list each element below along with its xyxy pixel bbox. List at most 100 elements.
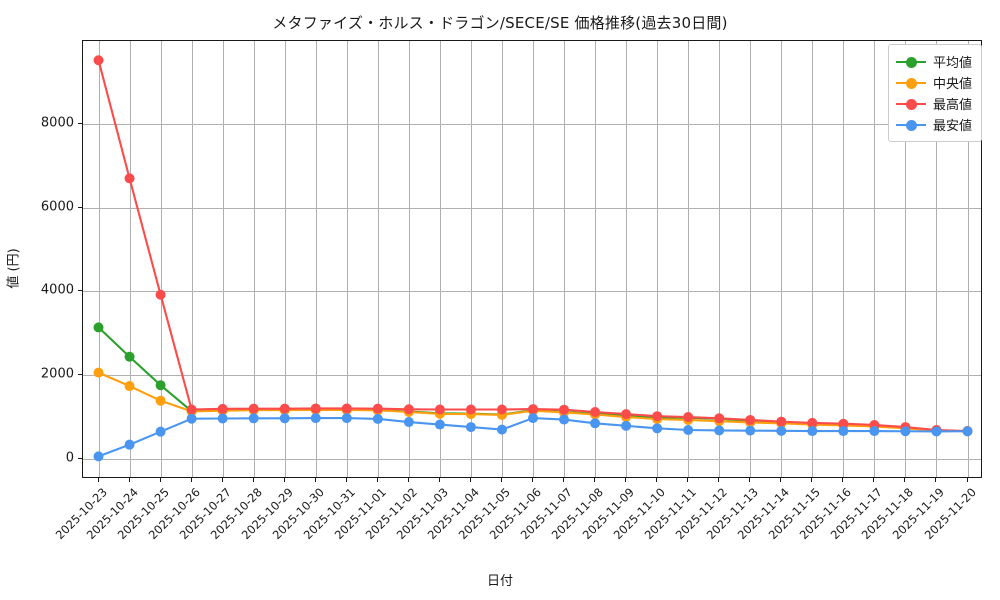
data-point-marker: [248, 413, 259, 424]
data-point-marker: [310, 403, 321, 414]
x-tick-mark-14: [532, 478, 533, 482]
gridline-x-28: [967, 41, 969, 477]
data-point-marker: [341, 413, 352, 424]
x-tick-mark-22: [780, 478, 782, 482]
gridline-y-1: [83, 375, 981, 377]
data-point-marker: [124, 173, 135, 184]
data-point-marker: [838, 418, 849, 429]
gridline-x-3: [191, 41, 193, 477]
gridline-x-26: [905, 41, 907, 477]
x-axis-label: 日付: [486, 574, 513, 589]
legend-swatch-icon: [895, 97, 926, 111]
y-tick-label-2: 4000: [40, 282, 74, 298]
chart-legend: 平均値中央値最高値最安値: [887, 44, 982, 142]
data-point-marker: [776, 416, 787, 427]
gridline-x-7: [315, 41, 317, 477]
data-point-marker: [652, 423, 663, 434]
gridline-x-20: [719, 41, 721, 477]
gridline-x-1: [129, 41, 131, 477]
y-tick-mark-3: [78, 206, 82, 208]
data-point-marker: [465, 404, 476, 415]
gridline-x-12: [470, 41, 472, 477]
x-tick-mark-17: [625, 478, 627, 482]
chart-title: メタファイズ・ホルス・ドラゴン/SECE/SE 価格推移(過去30日間): [272, 14, 728, 32]
x-tick-mark-28: [966, 478, 968, 482]
gridline-y-0: [83, 458, 981, 460]
x-tick-mark-20: [718, 478, 720, 482]
y-tick-label-4: 8000: [40, 115, 74, 131]
data-point-marker: [93, 55, 104, 66]
data-point-marker: [683, 425, 694, 436]
data-point-marker: [962, 426, 973, 437]
y-tick-label-0: 0: [65, 450, 74, 466]
gridline-x-13: [502, 41, 503, 477]
x-tick-mark-4: [221, 478, 223, 482]
gridline-x-16: [595, 41, 597, 477]
data-point-marker: [714, 425, 725, 436]
gridline-x-24: [843, 41, 845, 477]
data-point-marker: [217, 413, 228, 424]
data-point-marker: [341, 403, 352, 414]
data-point-marker: [279, 413, 290, 424]
data-point-marker: [403, 417, 414, 428]
gridline-x-8: [346, 41, 348, 477]
legend-item-0[interactable]: 平均値: [895, 51, 972, 72]
data-point-marker: [186, 404, 197, 415]
data-point-marker: [590, 418, 601, 429]
data-point-marker: [559, 404, 570, 415]
x-tick-mark-0: [97, 478, 99, 482]
legend-item-3[interactable]: 最安値: [895, 114, 972, 135]
gridline-y-3: [83, 207, 981, 209]
x-tick-mark-21: [749, 478, 751, 482]
data-point-marker: [155, 289, 166, 300]
data-point-marker: [807, 417, 818, 428]
series-2: [93, 55, 973, 437]
data-point-marker: [869, 426, 880, 437]
legend-label: 最安値: [932, 119, 972, 134]
y-axis-label: 値 (円): [6, 248, 22, 289]
legend-label: 平均値: [932, 56, 972, 71]
data-point-marker: [186, 413, 197, 424]
legend-label: 最高値: [932, 98, 972, 113]
data-point-marker: [714, 413, 725, 424]
x-tick-mark-7: [314, 478, 316, 482]
data-point-marker: [683, 412, 694, 423]
data-point-marker: [590, 407, 601, 417]
x-tick-mark-11: [438, 478, 440, 482]
legend-item-2[interactable]: 最高値: [895, 93, 972, 114]
gridline-x-22: [781, 41, 783, 477]
data-point-marker: [528, 404, 538, 415]
gridline-x-4: [222, 41, 224, 477]
legend-label: 中央値: [932, 77, 972, 92]
data-point-marker: [745, 414, 756, 425]
gridline-x-0: [98, 41, 100, 477]
data-point-marker: [124, 381, 135, 392]
x-tick-mark-18: [656, 478, 658, 482]
series-3: [93, 413, 973, 462]
data-point-marker: [465, 422, 476, 433]
gridline-x-15: [564, 41, 565, 477]
data-point-marker: [434, 419, 445, 430]
data-point-marker: [372, 413, 383, 424]
gridline-x-2: [160, 41, 162, 477]
data-point-marker: [931, 426, 942, 437]
y-tick-label-1: 2000: [40, 366, 74, 382]
x-tick-mark-1: [128, 478, 130, 482]
gridline-x-5: [253, 41, 255, 477]
x-tick-mark-24: [842, 478, 844, 482]
x-tick-mark-3: [190, 478, 192, 482]
data-point-marker: [155, 395, 166, 406]
data-point-marker: [155, 380, 166, 391]
data-point-marker: [559, 414, 570, 425]
gridline-x-6: [284, 41, 286, 477]
series-lines-layer: [93, 55, 973, 462]
plot-area: [82, 40, 982, 478]
legend-item-1[interactable]: 中央値: [895, 72, 972, 93]
series-line-2: [97, 59, 969, 433]
gridline-x-23: [812, 41, 814, 477]
y-tick-mark-4: [78, 122, 82, 124]
x-tick-mark-5: [252, 478, 254, 482]
legend-swatch-icon: [895, 55, 926, 69]
x-tick-mark-15: [563, 478, 564, 482]
data-point-marker: [838, 426, 849, 437]
